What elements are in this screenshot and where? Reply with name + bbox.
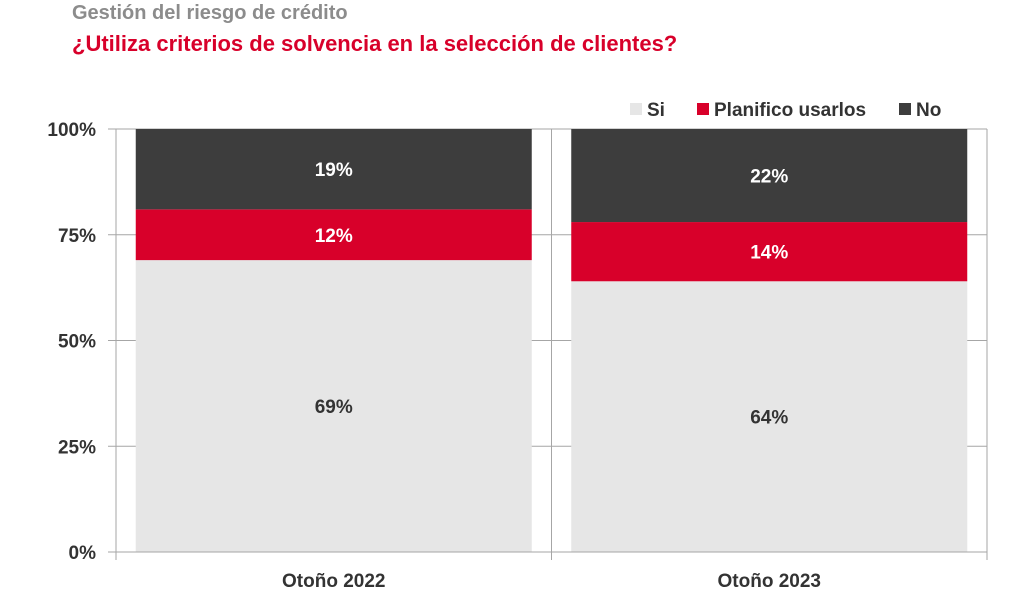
bar-segment [135,129,532,210]
legend: Si Planifico usarlos No [630,100,941,121]
chart-supertitle: Gestión del riesgo de crédito [72,2,348,24]
x-category-label: Otoño 2022 [282,571,385,592]
y-tick-label: 25% [58,437,96,458]
y-tick-label: 50% [58,332,96,353]
y-tick-label: 0% [69,543,97,564]
bar-segment [135,260,532,552]
legend-swatch [697,103,709,115]
data-label: 69% [315,397,353,418]
axes: 0% 25% 50% 75% 100% Otoño 2022 Otoño 2023 [47,120,988,592]
legend-swatch [630,103,642,115]
data-label: 22% [750,167,788,188]
legend-label: Si [647,100,665,121]
bar-segment [571,222,968,282]
bar-segment [571,129,968,223]
x-category-label: Otoño 2023 [718,571,821,592]
legend-swatch [899,103,911,115]
data-label: 12% [315,226,353,247]
legend-label: Planifico usarlos [714,100,866,121]
data-label: 14% [750,243,788,264]
legend-label: No [916,100,941,121]
y-tick-label: 100% [47,120,96,141]
data-label: 19% [315,160,353,181]
bar-segment [135,209,532,261]
y-tick-label: 75% [58,226,96,247]
bar-segment [571,281,968,552]
chart-title: ¿Utiliza criterios de solvencia en la se… [72,31,678,56]
data-label: 64% [750,408,788,429]
bars: 69% 12% 19% 64% 14% 22% [135,129,968,552]
